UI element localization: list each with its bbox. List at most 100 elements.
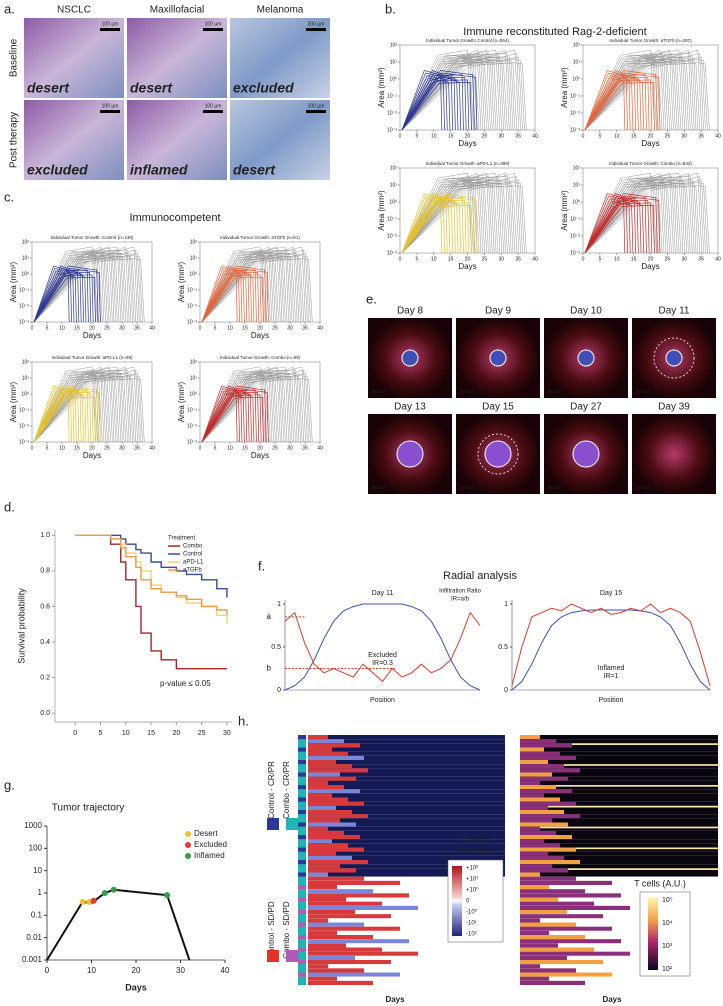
y-tick-label: 10² [22,359,30,365]
panel-label: e. [366,291,377,306]
y-tick-label: 1 [504,601,508,608]
growth-trace [201,257,305,323]
x-axis-label: Days [458,139,476,148]
y-tick-label: 10¹ [22,375,30,381]
growth-trace [584,180,710,254]
y-tick-label: 10⁻² [187,423,197,429]
heat-row [520,880,718,885]
x-axis-label: Days [251,331,269,340]
group-strip [298,885,306,890]
x-tick-label: 10 [431,256,437,262]
heat-row [308,972,505,977]
heat-row [308,847,364,852]
y-tick-label: 0.1 [31,910,43,919]
growth-trace [401,180,527,254]
x-tick-label: 5 [598,256,601,262]
heat-row [520,901,718,906]
y-tick-label: 10⁰ [21,271,29,277]
y-tick-label: 10⁻¹ [187,287,197,293]
growth-trace [201,255,303,323]
legend-label: Inflamed [194,851,225,860]
scale-bar-label: 500 µm [548,485,563,490]
heat-row [520,739,556,744]
x-tick-label: 20 [465,256,471,262]
growth-trace [401,59,516,131]
group-label: Combo - SD/PD [282,901,291,959]
scale-bar [100,28,120,31]
x-tick-label: 40 [317,325,323,331]
scale-bar-label: 500 µm [636,389,651,394]
heat-row [520,780,540,785]
x-tick-label: 10 [431,133,437,139]
heat-row [308,972,400,977]
heat-row [308,735,328,740]
growth-trace [33,377,137,443]
y-tick-label: 10⁻³ [570,127,580,133]
group-strip [298,935,306,940]
x-tick-label: 40 [317,445,323,451]
trajectory-line [46,888,191,961]
heat-row [308,751,505,756]
growth-trace [33,251,108,323]
heat-row [520,980,718,985]
growth-trace [33,366,138,443]
y-tick-label: 10⁻² [19,423,29,429]
x-tick-label: 0 [73,730,77,737]
panel-label: b. [385,1,396,16]
y-tick-label: 10⁻³ [387,250,397,256]
growth-trace [401,179,523,254]
y-tick-label: 0.2 [40,674,50,681]
heat-row [308,847,505,852]
survival-curve [75,534,227,670]
y-tick-label: 10⁻³ [19,439,29,445]
heat-row [520,793,544,798]
panel-title: Radial analysis [443,570,517,582]
growth-trace [584,72,661,131]
growth-trace [201,366,264,443]
panel-label: c. [4,189,14,204]
growth-trace [33,371,143,443]
legend-title: T cells (A.U.) [634,878,686,888]
heat-row [520,918,718,923]
x-tick-label: 30 [287,445,293,451]
panel-label: a. [4,1,15,16]
growth-trace [401,172,520,254]
colorbar [648,898,658,970]
x-tick-label: 15 [74,445,80,451]
group-strip [298,922,306,927]
growth-trace [584,195,628,254]
heat-row [520,910,567,915]
heat-row [308,755,364,760]
group-strip [298,847,306,852]
heat-row [308,880,505,885]
y-tick-label: 10⁻¹ [387,216,397,222]
heat-row [520,960,718,965]
heat-row [548,805,718,808]
heat-row [520,951,630,956]
heat-row [520,918,540,923]
heat-row [308,830,505,835]
immune-tag: excluded [233,80,294,96]
plot-title: Individual Tumor Growth: Combo (n=69) [220,355,301,360]
group-key [267,950,279,962]
growth-trace [401,54,486,131]
legend-label: Desert [194,829,218,838]
heat-row [520,960,603,965]
heat-row [520,864,718,869]
x-tick-label: 35 [515,256,521,262]
heat-row [520,968,576,973]
y-tick-label: 10⁻² [387,110,397,116]
y-tick-label: 0 [504,687,508,694]
chart-title: Tumor trajectory [52,803,124,814]
growth-trace [33,246,96,323]
x-tick-label: 30 [119,445,125,451]
x-tick-label: 40 [532,256,538,262]
colorbar-label: +10² [466,866,478,872]
growth-trace [401,176,521,254]
plot-title: Individual Tumor Growth: aTGFb (n=61) [220,235,300,240]
y-tick-label: 10⁻³ [187,319,197,325]
growth-trace [201,270,243,323]
legend-title: Treatment [168,536,195,542]
growth-trace [401,205,472,254]
histology-image [24,18,124,98]
